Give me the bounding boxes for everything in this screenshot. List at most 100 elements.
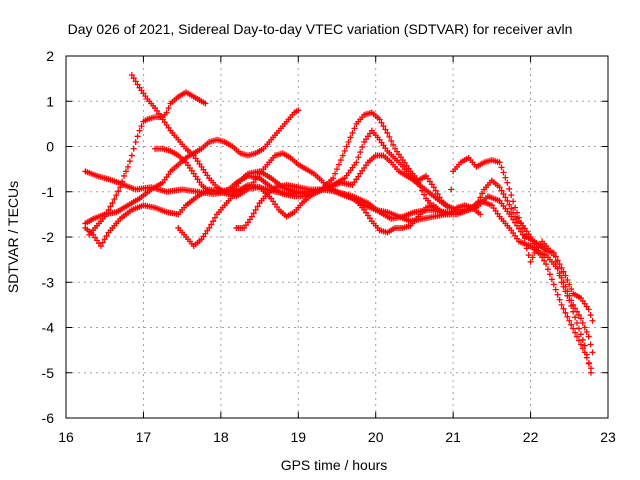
- data-point: [123, 168, 130, 175]
- series-track-4: [82, 107, 302, 227]
- data-point: [564, 276, 571, 283]
- plot-frame: [65, 55, 609, 419]
- data-point: [101, 236, 108, 243]
- y-axis-label: SDTVAR / TECUs: [5, 181, 21, 293]
- y-tick-label: -2: [42, 229, 55, 245]
- data-point: [206, 224, 213, 231]
- data-point: [527, 258, 534, 265]
- data-point: [250, 210, 257, 217]
- data-point: [202, 100, 209, 107]
- data-point: [386, 133, 393, 140]
- data-point: [554, 291, 561, 298]
- data-point: [560, 283, 567, 290]
- data-point: [500, 191, 507, 198]
- data-point: [500, 169, 507, 176]
- data-point: [378, 119, 385, 126]
- data-point: [498, 187, 505, 194]
- data-point: [448, 186, 455, 193]
- data-point: [339, 152, 346, 159]
- data-point: [581, 324, 588, 331]
- data-point: [99, 239, 106, 246]
- data-point: [562, 272, 569, 279]
- data-point: [564, 313, 571, 320]
- data-point: [562, 288, 569, 295]
- data-point: [417, 183, 424, 190]
- data-point: [560, 268, 567, 275]
- data-point: [558, 264, 565, 271]
- data-point: [117, 184, 124, 191]
- data-point: [208, 221, 215, 228]
- data-point: [517, 228, 524, 235]
- data-point: [556, 272, 563, 279]
- data-point: [124, 163, 131, 170]
- data-point: [558, 279, 565, 286]
- data-point: [556, 296, 563, 303]
- data-point: [546, 271, 553, 278]
- data-point: [577, 315, 584, 322]
- data-point: [552, 258, 559, 265]
- y-tick-label: 1: [46, 93, 54, 109]
- data-point: [502, 194, 509, 201]
- x-tick-label: 22: [523, 429, 539, 445]
- data-point: [101, 213, 108, 220]
- data-point: [384, 129, 391, 136]
- data-point: [572, 329, 579, 336]
- data-point: [514, 209, 521, 216]
- y-axis-ticks: -6 -5 -4 -3 -2 -1 0 1 2: [42, 48, 608, 426]
- data-point: [103, 232, 110, 239]
- data-point: [564, 292, 571, 299]
- x-axis-ticks: 16 17 18 19 20 21 22 23: [58, 56, 616, 445]
- y-tick-label: -4: [42, 320, 55, 336]
- data-point: [121, 172, 128, 179]
- data-point: [566, 317, 573, 324]
- data-point: [335, 161, 342, 168]
- data-point: [508, 205, 515, 212]
- x-tick-label: 18: [213, 429, 229, 445]
- data-point: [552, 286, 559, 293]
- data-point: [579, 319, 586, 326]
- data-point: [252, 206, 259, 213]
- data-point: [543, 261, 550, 268]
- data-point: [479, 190, 486, 197]
- data-point: [558, 301, 565, 308]
- data-point: [295, 107, 302, 114]
- data-point: [136, 127, 143, 134]
- data-point: [132, 138, 139, 145]
- data-point: [477, 211, 484, 218]
- data-point: [132, 78, 139, 85]
- y-tick-label: -1: [42, 184, 55, 200]
- data-point: [587, 369, 594, 376]
- data-point: [430, 184, 437, 191]
- data-point: [332, 170, 339, 177]
- data-point: [506, 201, 513, 208]
- data-point: [334, 166, 340, 173]
- data-point: [570, 308, 577, 315]
- data-point: [103, 210, 110, 217]
- data-point: [502, 174, 509, 181]
- data-point: [382, 126, 389, 133]
- data-points: [82, 72, 596, 376]
- data-point: [347, 134, 354, 141]
- data-point: [548, 276, 555, 283]
- data-point: [134, 133, 141, 140]
- data-point: [165, 105, 172, 112]
- data-point: [575, 325, 582, 332]
- data-point: [560, 305, 567, 312]
- data-point: [556, 261, 563, 268]
- data-point: [568, 321, 575, 328]
- data-point: [353, 159, 360, 166]
- data-point: [506, 185, 513, 192]
- data-point: [581, 342, 588, 349]
- data-point: [529, 237, 536, 244]
- x-tick-label: 19: [290, 429, 306, 445]
- data-point: [514, 222, 521, 229]
- data-point: [109, 200, 116, 207]
- data-point: [510, 198, 517, 205]
- data-point: [212, 214, 219, 221]
- data-point: [128, 152, 135, 159]
- x-tick-label: 20: [368, 429, 384, 445]
- data-point: [330, 175, 337, 182]
- data-point: [568, 303, 575, 310]
- data-point: [585, 306, 592, 313]
